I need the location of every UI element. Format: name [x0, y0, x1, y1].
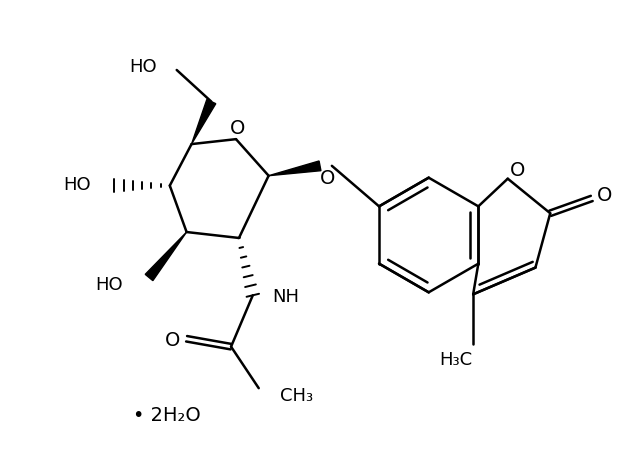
- Text: O: O: [597, 186, 612, 205]
- Text: O: O: [165, 331, 180, 350]
- Text: HO: HO: [96, 276, 124, 294]
- Text: NH: NH: [273, 288, 300, 306]
- Text: O: O: [320, 169, 335, 188]
- Text: • 2H₂O: • 2H₂O: [133, 407, 201, 425]
- Text: H₃C: H₃C: [439, 352, 472, 369]
- Text: O: O: [510, 161, 525, 180]
- Text: O: O: [230, 119, 246, 138]
- Text: CH₃: CH₃: [280, 387, 314, 405]
- Polygon shape: [269, 161, 321, 176]
- Polygon shape: [145, 232, 187, 281]
- Text: HO: HO: [63, 176, 91, 194]
- Text: HO: HO: [129, 58, 157, 76]
- Polygon shape: [191, 100, 216, 144]
